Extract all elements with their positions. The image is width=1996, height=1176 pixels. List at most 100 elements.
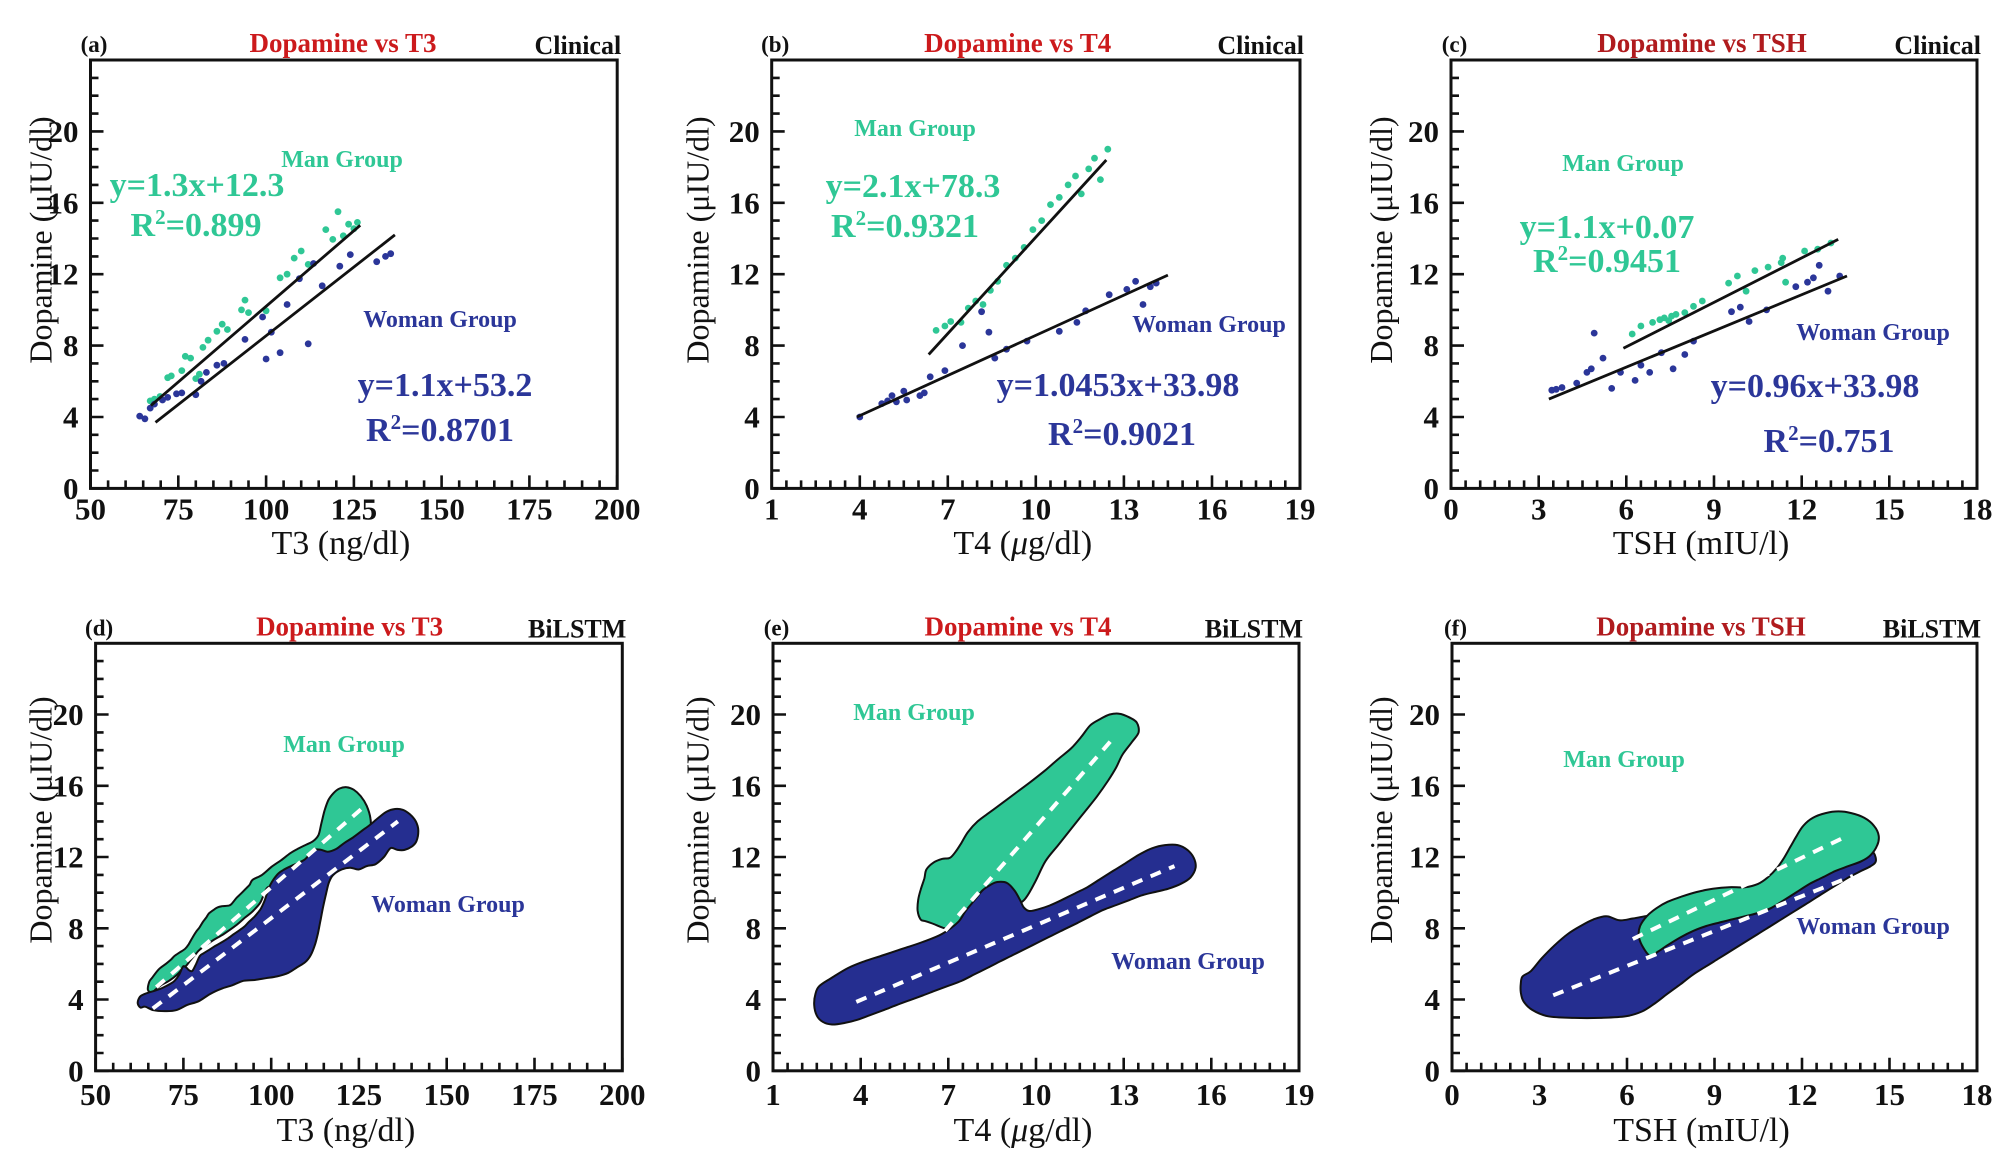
- svg-text:125: 125: [336, 1077, 383, 1112]
- svg-text:R2=0.9321: R2=0.9321: [831, 206, 979, 245]
- svg-text:0: 0: [1425, 1053, 1441, 1088]
- svg-text:12: 12: [53, 840, 84, 875]
- svg-text:0: 0: [1444, 1077, 1460, 1112]
- svg-text:75: 75: [163, 491, 194, 526]
- svg-text:12: 12: [1408, 257, 1439, 292]
- svg-text:(a): (a): [81, 32, 108, 57]
- svg-text:13: 13: [1108, 491, 1139, 526]
- svg-text:16: 16: [729, 185, 760, 220]
- svg-text:150: 150: [423, 1077, 470, 1112]
- svg-text:Dopamine vs T3: Dopamine vs T3: [256, 611, 443, 641]
- svg-text:y=0.96x+33.98: y=0.96x+33.98: [1711, 368, 1920, 405]
- svg-text:y=2.1x+78.3: y=2.1x+78.3: [826, 168, 1001, 205]
- svg-text:R2=0.8701: R2=0.8701: [366, 410, 514, 449]
- svg-text:Dopamine (μIU/dl): Dopamine (μIU/dl): [1363, 696, 1399, 943]
- svg-text:Dopamine vs T4: Dopamine vs T4: [924, 28, 1111, 58]
- svg-text:0: 0: [63, 471, 79, 506]
- svg-text:12: 12: [729, 257, 760, 292]
- svg-text:8: 8: [68, 911, 84, 946]
- svg-text:1: 1: [765, 1077, 781, 1112]
- svg-text:1: 1: [764, 491, 780, 526]
- svg-text:Man Group: Man Group: [281, 147, 403, 173]
- svg-text:19: 19: [1285, 491, 1316, 526]
- svg-text:16: 16: [48, 185, 79, 220]
- svg-text:200: 200: [599, 1077, 646, 1112]
- svg-text:8: 8: [1424, 328, 1440, 363]
- svg-text:9: 9: [1706, 491, 1722, 526]
- svg-text:20: 20: [730, 697, 761, 732]
- svg-text:R2=0.751: R2=0.751: [1764, 421, 1895, 460]
- svg-text:20: 20: [48, 114, 79, 149]
- svg-text:Dopamine vs TSH: Dopamine vs TSH: [1597, 28, 1807, 58]
- svg-text:T3 (ng/dl): T3 (ng/dl): [271, 525, 410, 562]
- svg-text:50: 50: [80, 1077, 111, 1112]
- svg-text:12: 12: [1409, 840, 1440, 875]
- svg-text:Woman Group: Woman Group: [1796, 320, 1950, 346]
- svg-text:6: 6: [1619, 491, 1635, 526]
- svg-text:18: 18: [1962, 1077, 1993, 1112]
- svg-text:4: 4: [1424, 400, 1440, 435]
- svg-text:8: 8: [63, 328, 79, 363]
- svg-text:7: 7: [940, 491, 956, 526]
- svg-text:3: 3: [1531, 491, 1547, 526]
- svg-text:BiLSTM: BiLSTM: [528, 614, 626, 643]
- svg-text:0: 0: [744, 471, 760, 506]
- svg-text:7: 7: [941, 1077, 957, 1112]
- svg-text:Dopamine vs T4: Dopamine vs T4: [924, 611, 1111, 641]
- svg-text:Dopamine vs TSH: Dopamine vs TSH: [1596, 611, 1806, 641]
- svg-text:T4 (μg/dl): T4 (μg/dl): [953, 525, 1092, 562]
- svg-text:Woman Group: Woman Group: [371, 892, 525, 918]
- svg-text:BiLSTM: BiLSTM: [1883, 614, 1981, 643]
- svg-text:4: 4: [852, 491, 868, 526]
- svg-text:16: 16: [730, 768, 761, 803]
- svg-text:y=1.3x+12.3: y=1.3x+12.3: [110, 167, 285, 204]
- svg-text:16: 16: [53, 768, 84, 803]
- svg-text:y=1.1x+53.2: y=1.1x+53.2: [358, 367, 533, 404]
- svg-text:175: 175: [511, 1077, 558, 1112]
- svg-text:10: 10: [1020, 491, 1051, 526]
- svg-text:175: 175: [506, 491, 553, 526]
- svg-text:12: 12: [730, 840, 761, 875]
- svg-text:y=1.1x+0.07: y=1.1x+0.07: [1520, 209, 1695, 246]
- svg-text:Woman Group: Woman Group: [1111, 949, 1265, 975]
- svg-text:20: 20: [1408, 114, 1439, 149]
- svg-text:4: 4: [746, 982, 762, 1017]
- svg-text:19: 19: [1284, 1077, 1315, 1112]
- svg-text:Dopamine (μIU/dl): Dopamine (μIU/dl): [680, 696, 716, 943]
- svg-text:125: 125: [331, 491, 378, 526]
- svg-text:12: 12: [1787, 1077, 1818, 1112]
- svg-text:BiLSTM: BiLSTM: [1205, 614, 1303, 643]
- svg-text:(c): (c): [1442, 32, 1468, 57]
- svg-text:8: 8: [744, 328, 760, 363]
- svg-text:Dopamine (μIU/dl): Dopamine (μIU/dl): [680, 116, 716, 363]
- svg-text:0: 0: [1424, 471, 1440, 506]
- svg-text:Dopamine (μIU/dl): Dopamine (μIU/dl): [23, 696, 59, 943]
- svg-text:Man Group: Man Group: [1562, 151, 1684, 177]
- svg-text:Clinical: Clinical: [535, 31, 622, 60]
- svg-text:6: 6: [1619, 1077, 1635, 1112]
- svg-text:20: 20: [53, 697, 84, 732]
- svg-text:Clinical: Clinical: [1217, 31, 1304, 60]
- svg-text:R2=0.899: R2=0.899: [131, 205, 262, 244]
- svg-text:8: 8: [746, 911, 762, 946]
- svg-text:15: 15: [1874, 491, 1905, 526]
- svg-text:100: 100: [248, 1077, 295, 1112]
- svg-text:50: 50: [75, 491, 106, 526]
- svg-text:TSH (mIU/l): TSH (mIU/l): [1613, 1112, 1790, 1149]
- svg-text:16: 16: [1196, 1077, 1227, 1112]
- svg-text:12: 12: [48, 257, 79, 292]
- svg-text:16: 16: [1409, 768, 1440, 803]
- svg-text:Woman Group: Woman Group: [1796, 914, 1950, 940]
- svg-text:9: 9: [1707, 1077, 1723, 1112]
- svg-text:TSH (mIU/l): TSH (mIU/l): [1613, 525, 1790, 562]
- svg-text:R2=0.9021: R2=0.9021: [1048, 414, 1196, 453]
- svg-text:75: 75: [168, 1077, 199, 1112]
- svg-text:(f): (f): [1444, 615, 1467, 640]
- svg-text:13: 13: [1108, 1077, 1139, 1112]
- svg-text:16: 16: [1408, 185, 1439, 220]
- svg-text:15: 15: [1874, 1077, 1905, 1112]
- svg-text:200: 200: [594, 491, 641, 526]
- svg-text:20: 20: [1409, 697, 1440, 732]
- svg-text:T4 (μg/dl): T4 (μg/dl): [954, 1112, 1093, 1149]
- svg-text:4: 4: [1425, 982, 1441, 1017]
